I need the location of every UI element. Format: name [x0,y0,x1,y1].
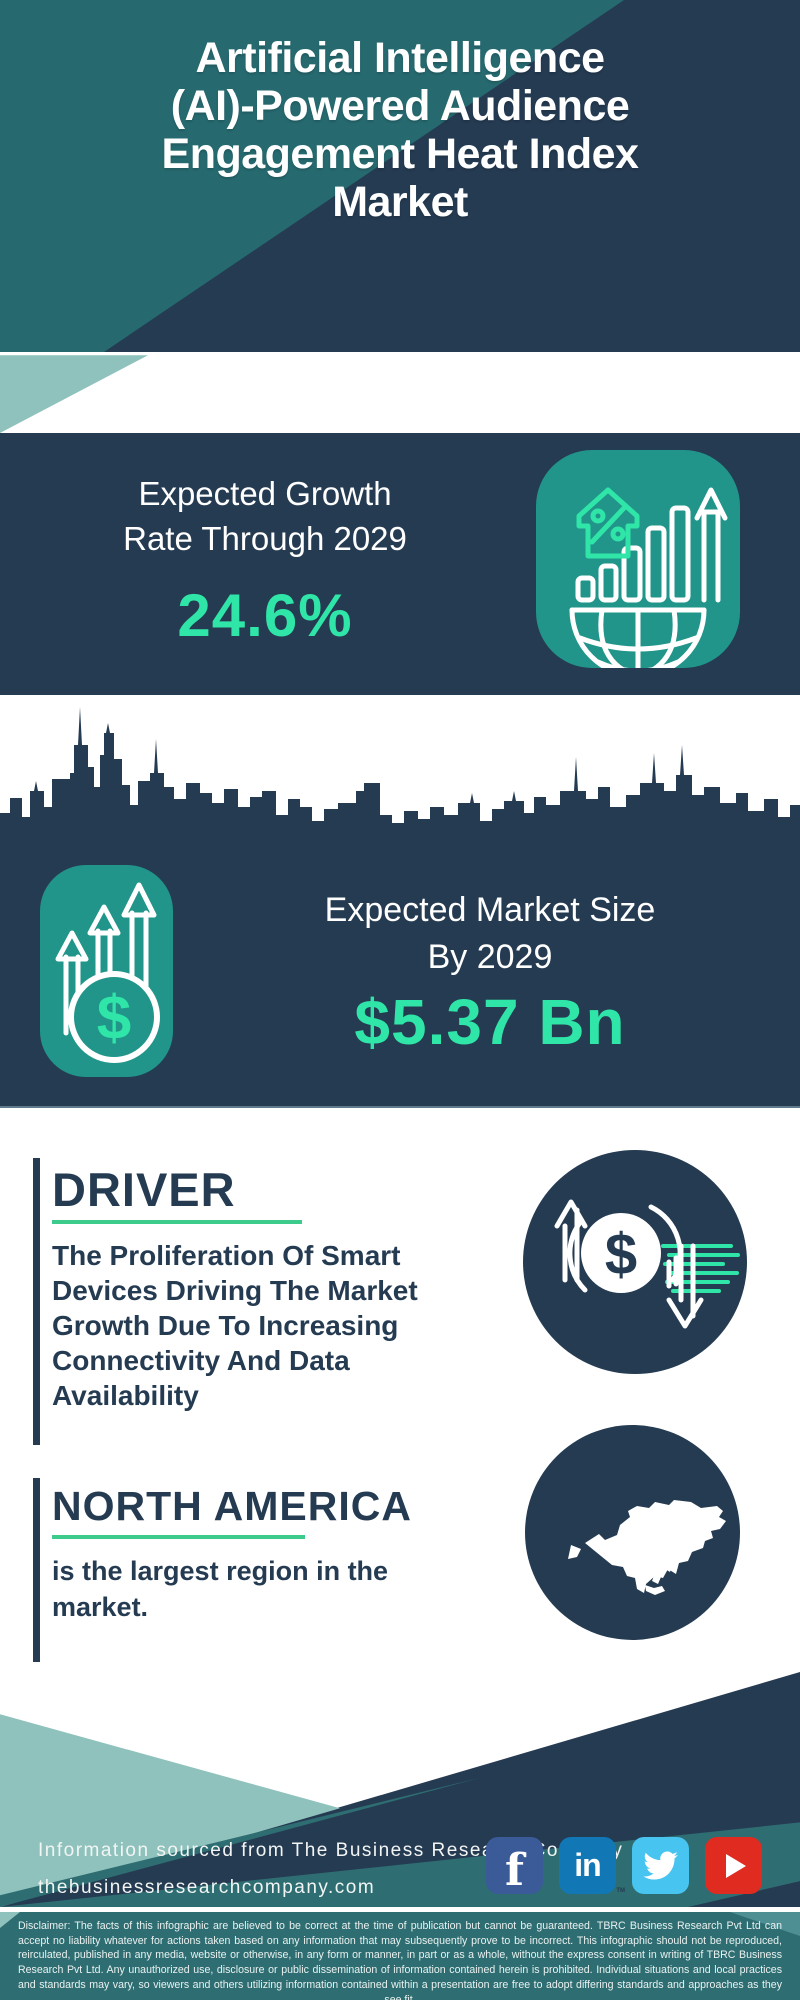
youtube-icon[interactable] [705,1837,762,1894]
driver-underline [52,1220,302,1224]
footer-divider [0,1907,800,1912]
region-accent-bar [33,1478,40,1662]
market-size-section: $ Expected Market Size By 2029 $5.37 Bn [0,855,800,1108]
growth-title-line: Rate Through 2029 [123,520,407,557]
twitter-icon[interactable] [632,1837,689,1894]
linkedin-tm-mark: TM [616,1888,625,1894]
dollar-glyph: $ [605,1222,637,1287]
source-line[interactable]: thebusinessresearchcompany.com [38,1877,376,1898]
social-links: f in TM [486,1837,762,1896]
source-line: Information sourced from The Business Re… [38,1840,624,1861]
page-title-line: Market [332,178,468,226]
market-size-value: $5.37 Bn [354,986,626,1058]
market-size-title: Expected Market Size By 2029 [230,887,750,981]
region-underline [52,1535,305,1539]
continent-map-icon [525,1425,740,1640]
city-skyline-art [0,695,800,855]
footer: Information sourced from The Business Re… [0,1672,800,1907]
market-title-line: By 2029 [427,938,553,976]
linkedin-glyph: in [574,1847,601,1883]
market-title-line: Expected Market Size [324,891,656,929]
divider-band [0,352,800,433]
growth-title-line: Expected Growth [138,475,392,512]
youtube-play-glyph [726,1853,746,1878]
growth-rate-section: Expected Growth Rate Through 2029 24.6% [0,433,800,695]
currency-flow-icon: $ [523,1150,747,1374]
linkedin-icon[interactable]: in TM [559,1837,625,1894]
growth-rate-title: Expected Growth Rate Through 2029 [40,471,490,561]
sage-wedge-shape [0,355,148,433]
page-title-line: Engagement Heat Index [161,130,639,178]
disclaimer-text: Disclaimer: The facts of this infographi… [18,1920,782,2000]
facebook-icon[interactable]: f [486,1837,543,1896]
driver-heading: DRIVER [52,1163,236,1216]
facebook-glyph: f [505,1845,524,1896]
driver-section: DRIVER The Proliferation Of Smart Device… [0,1110,800,1455]
growth-rate-value: 24.6% [177,582,353,649]
dollar-glyph: $ [97,984,131,1053]
driver-text: The Proliferation Of Smart Devices Drivi… [52,1240,418,1411]
page-title: Artificial Intelligence (AI)-Powered Aud… [0,34,800,226]
rising-arrows-dollar-icon: $ [40,865,173,1077]
driver-accent-bar [33,1158,40,1445]
source-attribution: Information sourced from The Business Re… [38,1832,623,1906]
page-title-line: (AI)-Powered Audience [170,82,630,130]
region-section: NORTH AMERICA is the largest region in t… [0,1425,800,1672]
region-text: is the largest region in the market. [52,1556,389,1622]
twitter-bird-glyph [642,1850,678,1879]
region-heading: NORTH AMERICA [52,1483,412,1529]
disclaimer-strip: Disclaimer: The facts of this infographi… [0,1912,800,2000]
growth-chart-globe-icon [536,450,740,668]
header-banner: Artificial Intelligence (AI)-Powered Aud… [0,0,800,352]
page-title-line: Artificial Intelligence [195,34,605,82]
disclaimer-sage-corner [0,1912,20,1928]
